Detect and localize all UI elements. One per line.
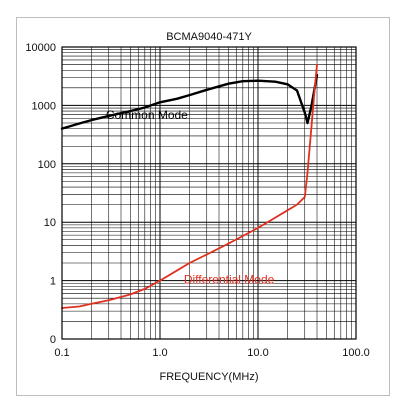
chart-frame: BCMA9040-471Y Common Mode Differential Mo… xyxy=(16,17,390,396)
series-line-differential-mode xyxy=(61,63,318,309)
y-tick-label: 1000 xyxy=(32,100,56,112)
y-tick-label: 100 xyxy=(38,159,56,171)
x-axis-label: FREQUENCY(MHz) xyxy=(160,371,259,383)
x-tick-label: 100.0 xyxy=(342,347,370,359)
impedance-chart: BCMA9040-471Y Common Mode Differential Mo… xyxy=(25,31,369,383)
x-axis-ticks: 0.1 1.0 10.0 100.0 xyxy=(54,347,369,359)
y-tick-label: 10 xyxy=(44,217,56,229)
grid-lines xyxy=(61,47,356,340)
y-tick-label: 10000 xyxy=(25,42,56,54)
series-layer xyxy=(60,63,319,309)
x-tick-label: 10.0 xyxy=(247,347,268,359)
series-line-common-mode xyxy=(60,73,319,130)
x-tick-label: 0.1 xyxy=(54,347,69,359)
y-tick-label: 0 xyxy=(50,334,56,346)
plot-area xyxy=(61,46,357,340)
y-axis-ticks: 0 1 10 100 1000 10000 xyxy=(25,42,56,346)
y-tick-label: 1 xyxy=(50,276,56,288)
chart-title: BCMA9040-471Y xyxy=(166,31,252,43)
annotation-label: Differential Mode xyxy=(184,272,275,286)
x-tick-label: 1.0 xyxy=(152,347,167,359)
annotation-label: Common Mode xyxy=(106,108,188,122)
annotation-layer: Common Mode Differential Mode xyxy=(106,108,275,286)
